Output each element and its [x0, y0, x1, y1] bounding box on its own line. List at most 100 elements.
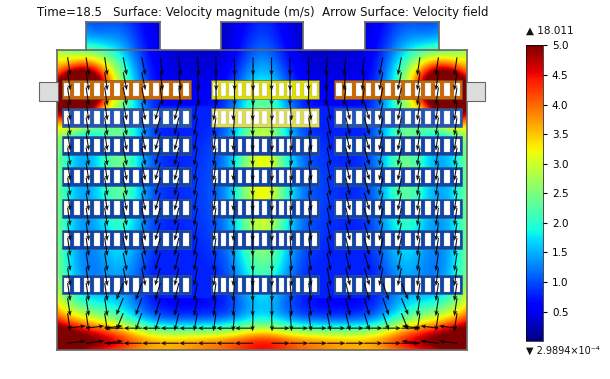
Bar [74, 111, 80, 124]
Bar [466, 82, 485, 101]
Bar [405, 170, 411, 183]
Bar [312, 170, 317, 183]
Bar [183, 111, 188, 124]
Bar [454, 201, 460, 215]
Bar [153, 233, 159, 246]
Bar [183, 201, 188, 215]
Bar [415, 233, 421, 246]
Bar [213, 201, 218, 215]
Bar [163, 83, 169, 96]
Bar [336, 111, 342, 124]
Bar [454, 233, 460, 246]
Bar [262, 139, 267, 152]
Bar [454, 139, 460, 152]
Bar [287, 201, 292, 215]
Bar [415, 201, 421, 215]
Bar [84, 83, 90, 96]
Bar [6, 19, 518, 22]
Bar [84, 139, 90, 152]
Bar [246, 201, 251, 215]
Bar [287, 278, 292, 291]
Bar [279, 83, 284, 96]
Bar [173, 278, 179, 291]
Bar [124, 233, 129, 246]
Bar [334, 80, 462, 99]
Bar [356, 201, 362, 215]
Bar [163, 233, 169, 246]
Bar [143, 83, 149, 96]
Bar [238, 201, 242, 215]
Bar [271, 201, 276, 215]
Bar [356, 233, 362, 246]
Bar [415, 111, 421, 124]
Bar [104, 139, 110, 152]
Bar [104, 170, 110, 183]
Bar [271, 233, 276, 246]
Bar [386, 83, 391, 96]
Bar [295, 233, 300, 246]
Bar [213, 111, 218, 124]
Bar [213, 170, 218, 183]
Bar [279, 201, 284, 215]
Bar [153, 139, 159, 152]
Bar [62, 80, 190, 99]
Bar [94, 139, 100, 152]
Bar [454, 278, 460, 291]
Bar [254, 111, 259, 124]
Bar [124, 111, 129, 124]
Bar [304, 111, 309, 124]
Bar [238, 278, 242, 291]
Bar [295, 83, 300, 96]
Bar [262, 233, 267, 246]
Bar [211, 230, 318, 249]
Bar [386, 170, 391, 183]
Bar [287, 170, 292, 183]
Bar [134, 139, 139, 152]
Bar [386, 233, 391, 246]
Bar [124, 83, 129, 96]
Bar [279, 233, 284, 246]
Bar [173, 139, 179, 152]
Bar [40, 82, 59, 101]
Bar [434, 111, 440, 124]
Bar [334, 230, 462, 249]
Bar [356, 139, 362, 152]
Bar [262, 111, 267, 124]
Bar [395, 233, 401, 246]
Bar [213, 83, 218, 96]
Bar [356, 83, 362, 96]
Text: ▼ 2.9894×10⁻⁴: ▼ 2.9894×10⁻⁴ [526, 346, 600, 356]
Bar [376, 278, 381, 291]
Bar [415, 83, 421, 96]
Bar [134, 83, 139, 96]
Bar [183, 83, 188, 96]
Bar [94, 83, 100, 96]
Bar [74, 83, 80, 96]
Bar [405, 83, 411, 96]
Bar [454, 83, 460, 96]
Bar [287, 111, 292, 124]
Bar [163, 139, 169, 152]
Bar [221, 111, 226, 124]
Bar [84, 201, 90, 215]
Bar [84, 170, 90, 183]
Bar [425, 111, 431, 124]
Bar [395, 278, 401, 291]
Bar [445, 278, 450, 291]
Bar [376, 201, 381, 215]
Bar [405, 201, 411, 215]
Bar [287, 83, 292, 96]
Bar [221, 83, 226, 96]
Bar [74, 233, 80, 246]
Bar [246, 233, 251, 246]
Bar [304, 278, 309, 291]
Bar [246, 170, 251, 183]
Bar [425, 139, 431, 152]
Bar [143, 111, 149, 124]
Bar [415, 170, 421, 183]
Bar [445, 233, 450, 246]
Bar [211, 167, 318, 186]
Bar [376, 111, 381, 124]
Bar [153, 278, 159, 291]
Bar [356, 278, 362, 291]
